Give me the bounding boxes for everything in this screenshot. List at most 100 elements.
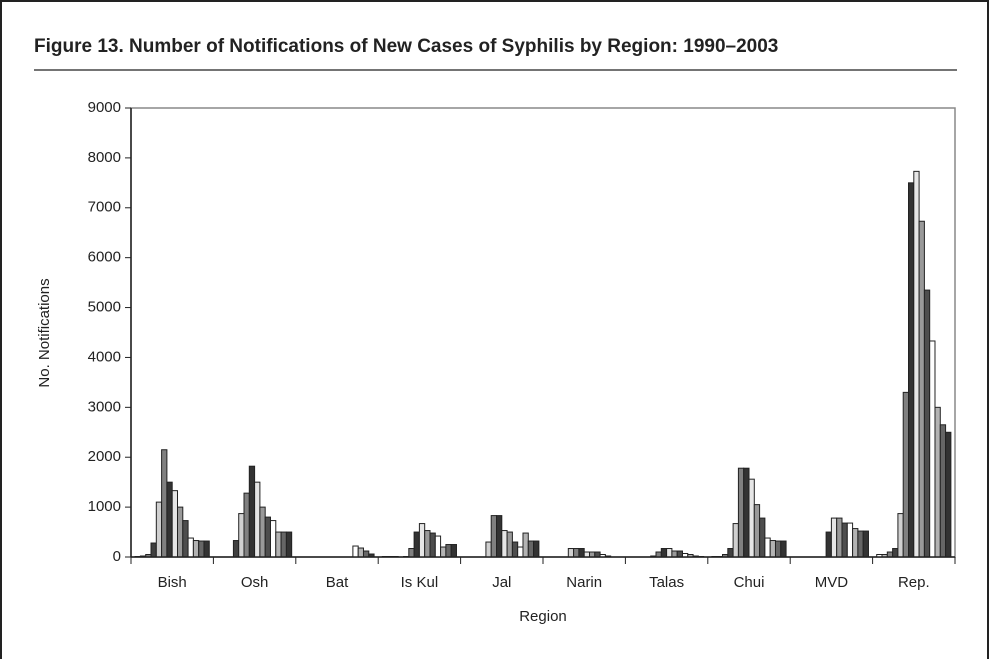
y-tick-label: 6000 [88, 249, 121, 266]
bar [830, 517, 838, 558]
bar [429, 532, 436, 558]
bar [155, 501, 163, 558]
y-tick-label: 7000 [88, 199, 121, 216]
x-tick-label: Rep. [898, 574, 930, 591]
y-tick-label: 0 [113, 548, 121, 565]
bar [182, 520, 189, 558]
bar [780, 540, 787, 558]
bar [285, 531, 293, 558]
bar [232, 540, 240, 558]
y-tick-label: 2000 [88, 448, 121, 465]
bar [737, 467, 745, 558]
bar [666, 548, 673, 558]
x-tick-label: Jal [492, 574, 511, 591]
y-axis-label: No. Notifications [36, 278, 53, 387]
bar [852, 528, 859, 558]
bar [362, 550, 370, 558]
bar [825, 531, 832, 558]
bar [578, 548, 585, 558]
bar [171, 490, 178, 558]
bar [280, 531, 287, 558]
bar [759, 517, 766, 558]
x-tick-label: Bat [326, 574, 349, 591]
bar [769, 540, 776, 558]
x-tick-label: Bish [158, 574, 187, 591]
bar [732, 523, 739, 558]
bar [511, 541, 519, 558]
y-tick-label: 4000 [88, 348, 121, 365]
bar [192, 540, 200, 558]
bar [929, 340, 936, 558]
bar [846, 522, 854, 558]
bar [923, 289, 931, 558]
bar [517, 546, 524, 558]
bar [408, 548, 415, 558]
bar [934, 406, 941, 558]
bar [450, 544, 457, 558]
y-tick-label: 3000 [88, 398, 121, 415]
bar [836, 517, 843, 558]
bar [496, 515, 503, 558]
bar [357, 547, 364, 558]
x-tick-label: Osh [241, 574, 269, 591]
bar [892, 548, 899, 558]
bar [161, 449, 168, 558]
bar [198, 540, 205, 558]
chart-title: Figure 13. Number of Notifications of Ne… [34, 36, 778, 57]
bar [660, 548, 668, 558]
bar [501, 530, 508, 558]
y-tick-label: 9000 [88, 99, 121, 116]
bar [573, 548, 580, 558]
bar [939, 424, 947, 558]
bar [413, 531, 420, 558]
bar [445, 544, 452, 558]
bar [567, 548, 575, 558]
bar [176, 506, 184, 558]
x-tick-label: MVD [815, 574, 849, 591]
bar [753, 504, 761, 558]
bar [238, 513, 245, 558]
x-tick-label: Is Kul [401, 574, 439, 591]
bar [774, 540, 782, 558]
bar [434, 535, 442, 558]
bar [269, 520, 277, 558]
bar [897, 513, 904, 558]
bar [424, 530, 431, 558]
bar [187, 537, 194, 558]
bar [418, 523, 426, 558]
bar [248, 465, 256, 558]
bar [522, 532, 529, 558]
bar [727, 548, 734, 558]
bar [254, 481, 261, 558]
bar [259, 506, 266, 558]
bar [527, 540, 535, 558]
y-tick-label: 1000 [88, 498, 121, 515]
bar [440, 546, 447, 558]
bar [533, 540, 540, 558]
y-tick-label: 8000 [88, 149, 121, 166]
y-tick-label: 5000 [88, 299, 121, 316]
bar [264, 516, 271, 558]
bar [490, 515, 498, 558]
bar [945, 431, 952, 558]
bar [352, 545, 359, 558]
bar [275, 531, 282, 558]
bar [918, 220, 925, 558]
x-tick-label: Narin [566, 574, 602, 591]
x-tick-label: Chui [734, 574, 765, 591]
bar [862, 530, 869, 558]
bar [902, 391, 910, 558]
bar [743, 467, 750, 558]
bar [506, 531, 513, 558]
bar [841, 522, 848, 558]
bar [150, 542, 157, 558]
bar [676, 550, 683, 558]
x-axis-label: Region [519, 608, 567, 625]
bar [203, 540, 210, 558]
bar [485, 541, 492, 558]
bar [764, 537, 771, 558]
bar [908, 182, 915, 558]
